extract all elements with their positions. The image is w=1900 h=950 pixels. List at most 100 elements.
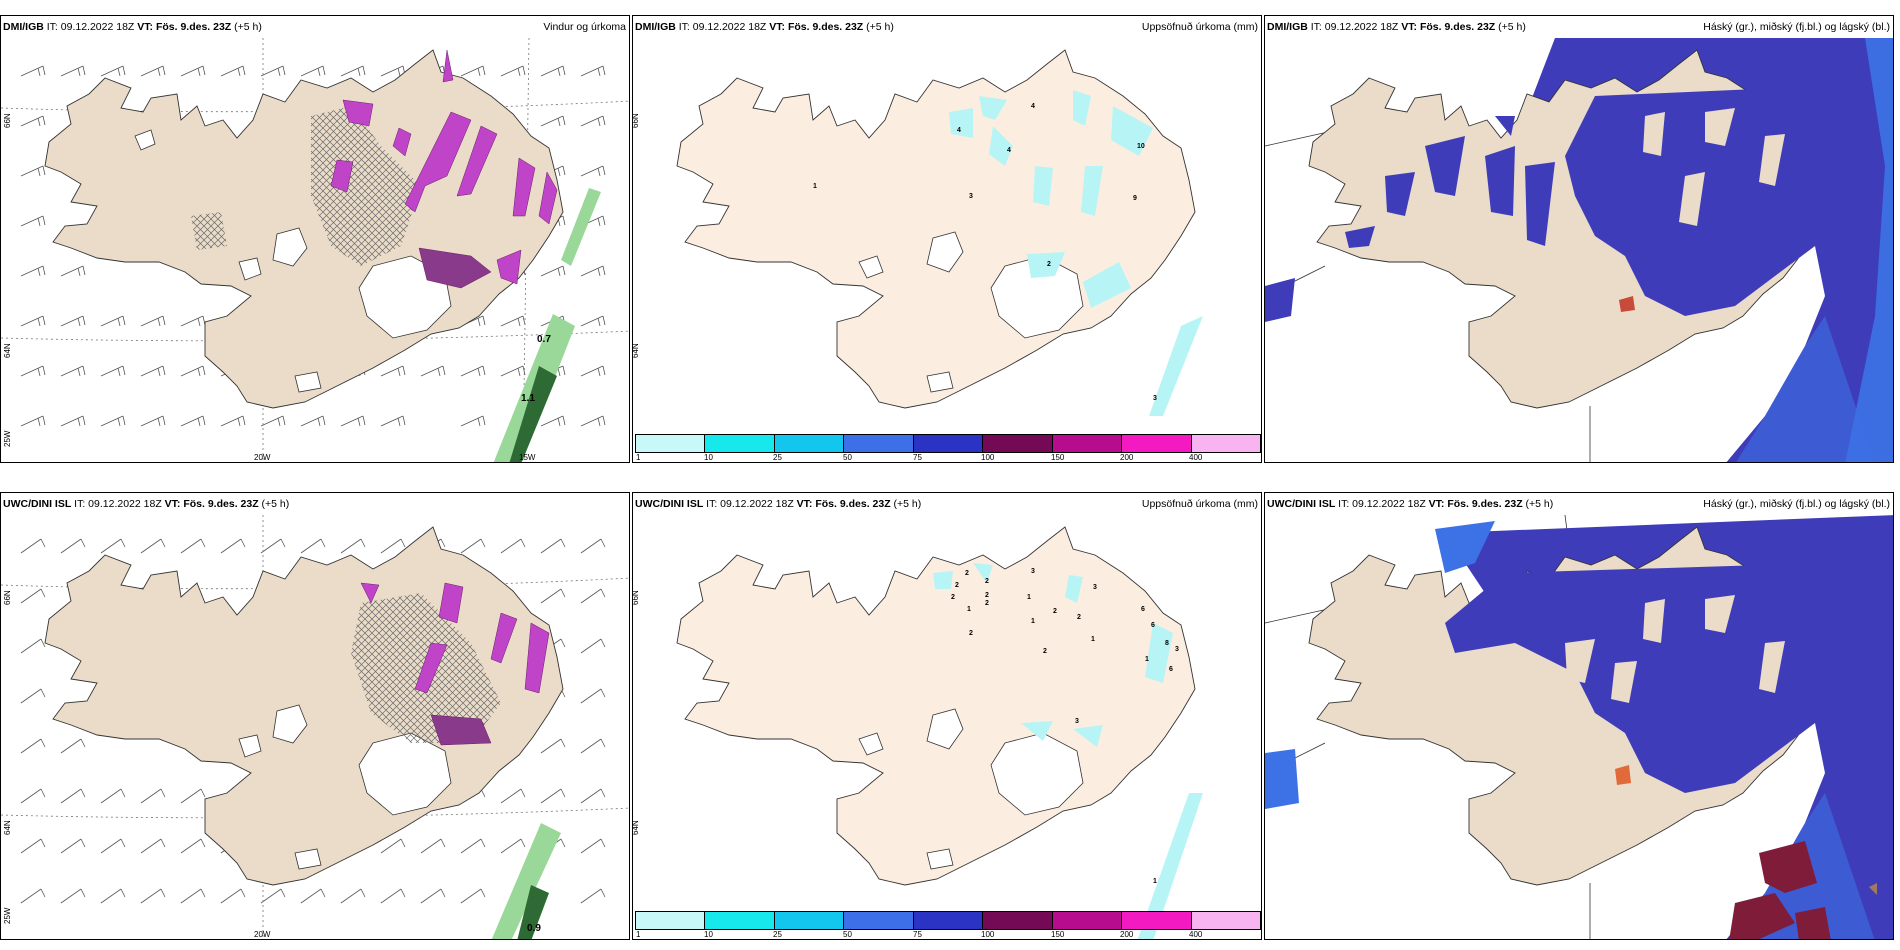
panel-precip-bottom: UWC/DINI ISL IT: 09.12.2022 18Z VT: Fös.… (632, 492, 1262, 940)
panel-title: Uppsöfnuð úrkoma (mm) (1141, 498, 1258, 510)
panel-title: Háský (gr.), miðský (fj.bl.) og lágský (… (1703, 498, 1890, 510)
cloud-low (1615, 765, 1631, 785)
cloud-mid (1845, 38, 1893, 462)
lon-label: 20W (254, 930, 271, 939)
colorbar-swatch (774, 435, 845, 452)
glacier (858, 732, 884, 756)
svg-text:2: 2 (1077, 614, 1081, 621)
snow-precip (330, 49, 558, 289)
panel-title: Háský (gr.), miðský (fj.bl.) og lágský (… (1703, 21, 1890, 33)
colorbar-tick: 100 (981, 930, 995, 939)
colorbar-ticks: 1 10 25 50 75 100 150 200 400 (635, 453, 1261, 462)
lat-label: 66N (3, 590, 12, 605)
panel-wind-top: DMI/IGB IT: 09.12.2022 18Z VT: Fös. 9.de… (0, 15, 630, 463)
iceland-land (676, 49, 1196, 409)
lon-label: 20W (254, 453, 271, 462)
colorbar-tick: 50 (843, 453, 852, 462)
panel-precip-top: DMI/IGB IT: 09.12.2022 18Z VT: Fös. 9.de… (632, 15, 1262, 463)
panel-cloud-top: DMI/IGB IT: 09.12.2022 18Z VT: Fös. 9.de… (1264, 15, 1894, 463)
panel-cloud-bottom: UWC/DINI ISL IT: 09.12.2022 18Z VT: Fös.… (1264, 492, 1894, 940)
colorbar (635, 911, 1261, 930)
colorbar-swatch (983, 435, 1053, 452)
colorbar-swatch (844, 912, 914, 929)
svg-text:6: 6 (1151, 622, 1155, 629)
wind-map: 0.7 1.1 (1, 37, 629, 462)
cloud-high-over-land (1445, 563, 1835, 793)
svg-text:1: 1 (967, 606, 971, 613)
colorbar-swatch (636, 912, 706, 929)
colorbar-swatch (913, 912, 984, 929)
svg-text:3: 3 (1153, 395, 1157, 402)
svg-text:2: 2 (1053, 608, 1057, 615)
colorbar-swatch (1122, 912, 1192, 929)
lon-label: 25W (3, 907, 12, 924)
svg-text:2: 2 (985, 600, 989, 607)
rain-precip (493, 188, 601, 462)
colorbar-swatch (705, 912, 775, 929)
svg-text:9: 9 (1133, 195, 1137, 202)
colorbar-tick: 400 (1189, 930, 1203, 939)
lon-label: 15W (519, 453, 536, 462)
precip-labels: 2 2 2 3 2 1 2 3 2 1 2 6 1 2 6 1 8 3 2 2 … (951, 568, 1179, 885)
svg-text:2: 2 (1043, 648, 1047, 655)
colorbar-tick: 75 (913, 453, 922, 462)
panel-wind-bottom: UWC/DINI ISL IT: 09.12.2022 18Z VT: Fös.… (0, 492, 630, 940)
colorbar-tick: 1 (636, 930, 641, 939)
glacier (272, 227, 308, 267)
cloud-low-areas (1729, 841, 1831, 939)
svg-text:8: 8 (1165, 640, 1169, 647)
colorbar-ticks: 1 10 25 50 75 100 150 200 400 (635, 930, 1261, 939)
svg-text:1: 1 (1031, 618, 1035, 625)
cloud-map (1265, 37, 1893, 462)
svg-text:6: 6 (1169, 666, 1173, 673)
cloud-mid (1435, 521, 1495, 573)
precip-labels: 4 4 1 4 10 3 9 2 3 (813, 103, 1157, 402)
colorbar-tick: 25 (773, 930, 782, 939)
panel-header: DMI/IGB IT: 09.12.2022 18Z VT: Fös. 9.de… (1267, 21, 1526, 33)
svg-text:3: 3 (969, 193, 973, 200)
glacier (238, 734, 262, 758)
colorbar-tick: 150 (1051, 453, 1065, 462)
cloud-streaks (1265, 116, 1555, 322)
precip-map: 4 4 1 4 10 3 9 2 3 (676, 49, 1203, 416)
svg-text:4: 4 (957, 127, 961, 134)
colorbar-tick: 100 (981, 453, 995, 462)
panel-header: UWC/DINI ISL IT: 09.12.2022 18Z VT: Fös.… (3, 498, 290, 510)
clear-gaps (1565, 595, 1785, 703)
wind-map: 0.9 (1, 515, 629, 939)
colorbar-tick: 10 (704, 453, 713, 462)
lat-label: 64N (3, 820, 12, 835)
colorbar-swatch (774, 912, 845, 929)
svg-text:2: 2 (955, 582, 959, 589)
glacier (926, 848, 954, 870)
panel-header: UWC/DINI ISL IT: 09.12.2022 18Z VT: Fös.… (635, 498, 922, 510)
colorbar-swatch (983, 912, 1053, 929)
cloud-low (1619, 296, 1635, 312)
lat-label: 66N (632, 590, 640, 605)
lat-label: 64N (632, 820, 640, 835)
glacier (134, 129, 156, 151)
svg-text:3: 3 (1031, 568, 1035, 575)
svg-text:2: 2 (985, 578, 989, 585)
svg-text:6: 6 (1141, 606, 1145, 613)
svg-text:2: 2 (969, 630, 973, 637)
cloud-low (1869, 883, 1877, 895)
glacier (990, 732, 1084, 816)
lat-label: 66N (3, 113, 12, 128)
panel-header: UWC/DINI ISL IT: 09.12.2022 18Z VT: Fös.… (1267, 498, 1554, 510)
colorbar-tick: 75 (913, 930, 922, 939)
lat-label: 66N (632, 113, 640, 128)
glacier (858, 255, 884, 279)
colorbar-swatch (705, 435, 775, 452)
colorbar-tick: 50 (843, 930, 852, 939)
lat-label: 64N (632, 343, 640, 358)
svg-text:2: 2 (965, 570, 969, 577)
svg-text:3: 3 (1093, 584, 1097, 591)
colorbar-tick: 1 (636, 453, 641, 462)
svg-text:3: 3 (1175, 646, 1179, 653)
colorbar-tick: 400 (1189, 453, 1203, 462)
glacier (926, 708, 964, 750)
svg-text:2: 2 (951, 594, 955, 601)
colorbar-swatch (636, 435, 706, 452)
svg-text:1: 1 (1091, 636, 1095, 643)
